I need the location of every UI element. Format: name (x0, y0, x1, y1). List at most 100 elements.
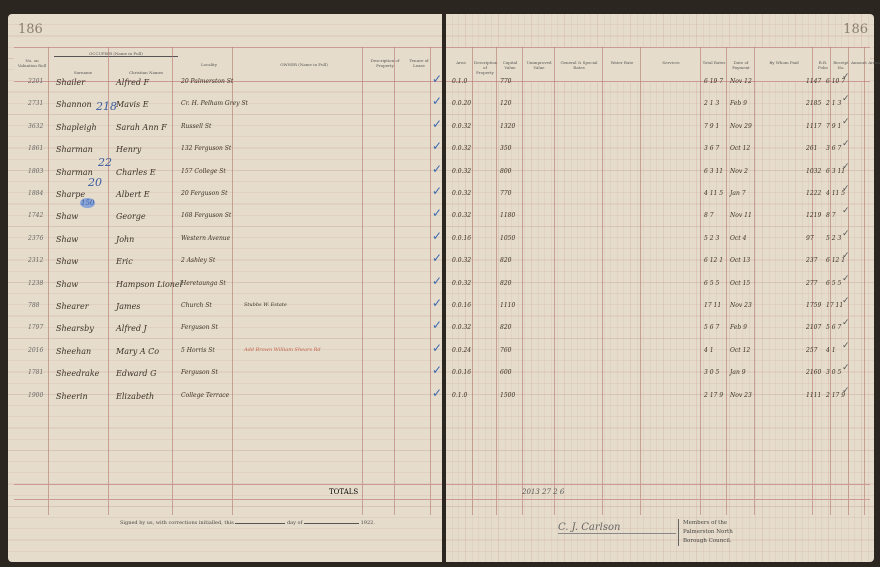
amount: 3 6 7 (826, 145, 842, 153)
table-row: 2376 Shaw John Western Avenue ✓ (14, 229, 442, 251)
area: 0.0.32 (452, 190, 472, 197)
surname: Shailer (56, 78, 86, 87)
table-row: 2731 Shannon Mavis E Cr. H. Pelham Grey … (14, 94, 442, 116)
check-mark-icon: ✓ (432, 184, 443, 198)
total-rates: 2 1 3 (704, 100, 720, 108)
locality: Church St (181, 302, 212, 309)
column-header-row: No. on Valuation Roll OCCUPIER (Name in … (14, 47, 442, 82)
area: 0.1.0 (452, 78, 468, 85)
receipt-number: 237 (806, 257, 818, 265)
check-mark-icon: ✓ (432, 363, 443, 378)
table-row: 0.1.0 1500 2 17 9 Nov 23 1111 2 17 9 ✓ (446, 386, 870, 408)
locality: 132 Ferguson St (181, 145, 232, 153)
area: 0.0.32 (452, 324, 472, 332)
capital-value: 820 (500, 257, 512, 265)
header-date-of-payment: Date of Payment (732, 60, 750, 70)
capital-value: 600 (500, 369, 512, 377)
date-of-payment: Nov 2 (730, 167, 748, 175)
locality: 20 Ferguson St (181, 190, 228, 197)
area: 0.0.24 (452, 346, 472, 354)
area: 0.1.0 (452, 391, 468, 399)
date-of-payment: Nov 23 (730, 302, 752, 309)
capital-value: 1050 (500, 234, 516, 242)
receipt-number: 2160 (806, 369, 822, 377)
table-row: 1797 Shearsby Alfred J Ferguson St ✓ (14, 318, 443, 340)
amount: 5 2 3 (826, 234, 842, 242)
table-row: 0.0.16 1050 5 2 3 Oct 4 97 5 2 3 ✓ (446, 228, 870, 251)
total-rates: 6 12 1 (704, 257, 724, 265)
header-area: Area (456, 60, 466, 65)
table-row: 788 Shearer James Church St Stubbs W. Es… (14, 296, 442, 318)
capital-value: 760 (500, 346, 512, 354)
area: 0.0.32 (452, 122, 472, 130)
christian-name: Henry (116, 145, 142, 155)
owner: Add Brown William Shears Rd (244, 346, 321, 353)
header-unimproved-value: Unimproved Value (526, 60, 552, 70)
amount: 2 17 9 (826, 391, 846, 399)
total-rates: 8 7 (704, 212, 714, 220)
area: 0.0.32 (452, 279, 472, 287)
check-mark-icon: ✓ (432, 206, 443, 221)
locality: Western Avenue (181, 234, 231, 242)
total-rates: 2 17 9 (704, 391, 724, 399)
capital-value: 820 (500, 324, 512, 332)
column-header-row: Area Description of Property Capital Value… (446, 47, 880, 82)
locality: Ferguson St (181, 324, 218, 332)
amount: 8 7 (826, 212, 836, 220)
check-mark-icon: ✓ (432, 273, 443, 288)
totals-row: 2013 27 2 6 (446, 484, 870, 500)
check-mark-icon: ✓ (842, 228, 850, 239)
date-of-payment: Nov 11 (730, 212, 752, 220)
surname: Shaw (56, 212, 79, 222)
margin-note: 20 (88, 176, 102, 189)
table-row: 0.0.32 820 6 12 1 Oct 13 237 6 12 1 ✓ (446, 251, 870, 273)
area: 0.0.32 (452, 145, 472, 153)
date-of-payment: Feb 9 (730, 100, 747, 108)
table-row: 2201 Shailer Alfred F 20 Palmerston St ✓ (14, 72, 442, 94)
total-rates: 6 5 5 (704, 279, 720, 287)
table-row: 1803 Sharman Charles E 157 College St ✓ (14, 162, 442, 184)
capital-value: 770 (500, 78, 512, 85)
check-mark-icon: ✓ (842, 206, 850, 217)
capital-value: 820 (500, 279, 512, 287)
capital-value: 1320 (500, 122, 516, 130)
christian-name: Edward G (116, 369, 157, 379)
check-mark-icon: ✓ (432, 385, 443, 400)
christian-name: Alfred F (116, 78, 150, 87)
signed-text: Signed by us, with corrections initialle… (120, 520, 234, 526)
capital-value: 770 (500, 190, 512, 197)
surname: Shannon (56, 100, 92, 110)
amount: 2 1 3 (826, 100, 842, 108)
right-page: 186 Area Description of Property Capital V… (446, 14, 880, 562)
date-of-payment: Nov 12 (730, 78, 752, 85)
receipt-number: 1222 (806, 190, 822, 197)
table-row: 1900 Sheerin Elizabeth College Terrace ✓ (14, 385, 443, 408)
amount: 4 1 (826, 346, 836, 354)
header-owner: OWNER (Name in Full) (280, 62, 328, 67)
surname: Shearer (56, 302, 89, 311)
year-text: 1922. (360, 520, 375, 526)
totals-row: TOTALS (14, 484, 442, 500)
check-mark-icon: ✓ (842, 296, 850, 306)
valuation-number: 2376 (28, 234, 44, 242)
christian-name: Mavis E (116, 100, 149, 110)
date-of-payment: Nov 23 (730, 391, 752, 399)
total-rates: 6 3 11 (704, 167, 724, 175)
christian-name: Charles E (116, 167, 156, 177)
locality: Ferguson St (181, 369, 218, 377)
check-mark-icon: ✓ (432, 318, 443, 333)
capital-value: 1110 (500, 302, 516, 309)
table-row: 0.0.16 600 3 0 5 Jan 9 2160 3 0 5 ✓ (446, 363, 870, 385)
locality: 5 Horris St (181, 346, 215, 354)
signature: C. J. Carlson (558, 522, 676, 534)
table-row: 2016 Sheehan Mary A Co 5 Horris St Add B… (14, 341, 442, 363)
date-of-payment: Nov 29 (730, 122, 752, 130)
area: 0.0.32 (452, 257, 472, 265)
check-mark-icon: ✓ (842, 273, 850, 284)
header-receipt-no-: Receipt No. (833, 60, 849, 70)
capital-value: 1180 (500, 212, 516, 220)
total-rates: 3 0 5 (704, 369, 720, 377)
table-row: 0.0.16 1110 17 11 Nov 23 1759 17 11 ✓ (446, 296, 870, 318)
area: 0.0.20 (452, 100, 472, 108)
receipt-number: 97 (806, 234, 814, 242)
